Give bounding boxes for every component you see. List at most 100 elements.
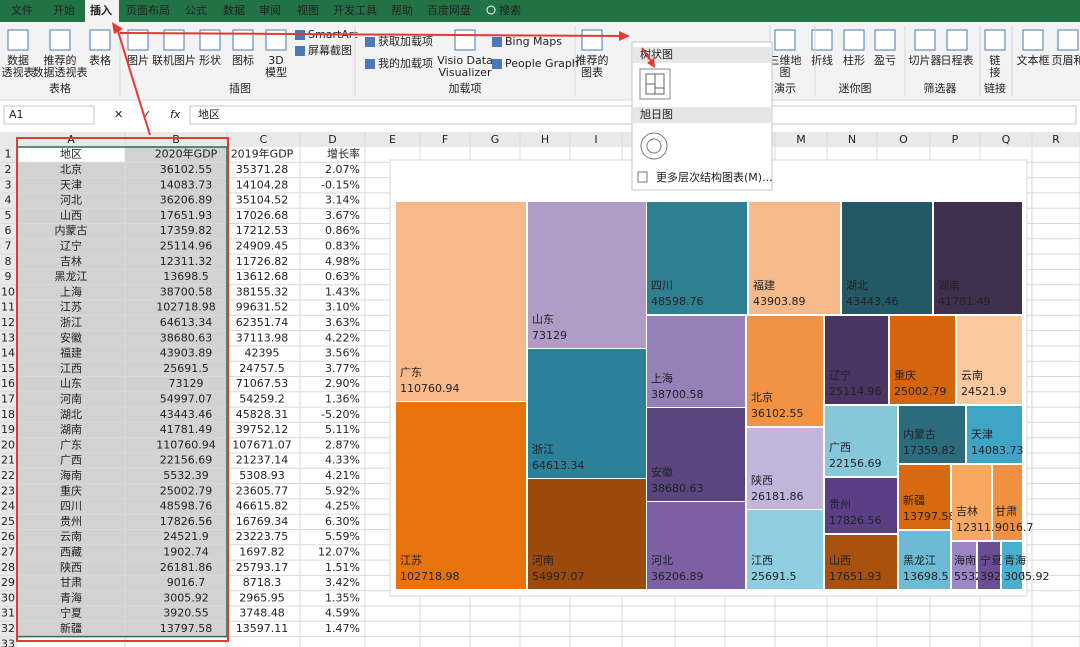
cell[interactable]: 13698.5 bbox=[163, 270, 209, 283]
cell[interactable]: 5532.39 bbox=[163, 469, 209, 482]
cell[interactable]: 48598.76 bbox=[160, 500, 213, 513]
cell[interactable]: 广西 bbox=[60, 454, 82, 467]
ribbon-icon-small[interactable] bbox=[295, 46, 305, 56]
cell[interactable]: 102718.98 bbox=[156, 301, 216, 314]
ribbon-button-label[interactable]: 日程表 bbox=[941, 53, 974, 67]
ribbon-icon-small[interactable] bbox=[492, 59, 502, 69]
cell[interactable]: 陕西 bbox=[60, 560, 82, 574]
cell[interactable]: 14083.73 bbox=[160, 178, 213, 191]
cell[interactable]: 24521.9 bbox=[163, 530, 209, 543]
ribbon-icon-small[interactable] bbox=[492, 37, 502, 47]
cell[interactable]: 45828.31 bbox=[236, 408, 289, 421]
cell[interactable]: 25002.79 bbox=[160, 484, 213, 497]
ribbon-button-label[interactable]: 切片器 bbox=[909, 54, 942, 67]
cell[interactable]: 广东 bbox=[60, 438, 82, 451]
cell[interactable]: 辽宁 bbox=[60, 238, 82, 252]
cell[interactable]: 25114.96 bbox=[160, 239, 213, 252]
cell[interactable]: 24909.45 bbox=[236, 239, 289, 252]
ribbon-icon-small[interactable] bbox=[365, 59, 375, 69]
cell[interactable]: -0.15% bbox=[321, 178, 360, 191]
cell[interactable]: 山东 bbox=[60, 377, 82, 390]
ribbon-icon[interactable] bbox=[8, 30, 28, 50]
cell[interactable]: 重庆 bbox=[60, 483, 82, 497]
cell[interactable]: 河北 bbox=[60, 194, 82, 207]
cell[interactable]: 3.63% bbox=[325, 316, 360, 329]
ribbon-tab[interactable]: 视图 bbox=[297, 3, 319, 17]
cell[interactable]: 1.43% bbox=[325, 285, 360, 298]
ribbon-icon[interactable] bbox=[844, 30, 864, 50]
cell[interactable]: 江西 bbox=[60, 362, 82, 375]
ribbon-button-label[interactable]: 图 bbox=[780, 66, 791, 79]
cell[interactable]: -5.20% bbox=[321, 408, 360, 421]
cell[interactable]: 6.30% bbox=[325, 515, 360, 528]
cell[interactable]: 西藏 bbox=[60, 545, 82, 558]
ribbon-icon-small[interactable] bbox=[365, 37, 375, 47]
ribbon-button-label[interactable]: 接 bbox=[990, 66, 1001, 79]
cell[interactable]: 22156.69 bbox=[160, 454, 213, 467]
cell[interactable]: 0.83% bbox=[325, 239, 360, 252]
cell[interactable]: 13597.11 bbox=[236, 622, 289, 635]
cell[interactable]: 11726.82 bbox=[236, 255, 289, 268]
cell[interactable]: 天津 bbox=[60, 178, 82, 191]
ribbon-button-label[interactable]: 我的加载项 bbox=[378, 56, 433, 70]
cell[interactable]: 24757.5 bbox=[239, 362, 285, 375]
cell[interactable]: 江苏 bbox=[60, 301, 82, 314]
ribbon-icon[interactable] bbox=[455, 30, 475, 50]
cell[interactable]: 37113.98 bbox=[236, 331, 289, 344]
cell[interactable]: 1902.74 bbox=[163, 545, 209, 558]
ribbon-icon[interactable] bbox=[985, 30, 1005, 50]
ribbon-button-label[interactable]: People Graph bbox=[505, 57, 579, 70]
cell[interactable]: 64613.34 bbox=[160, 316, 213, 329]
cell[interactable]: 2020年GDP bbox=[155, 147, 218, 161]
cell[interactable]: 54997.07 bbox=[160, 392, 213, 405]
ribbon-tab[interactable]: 文件 bbox=[11, 3, 33, 17]
cell[interactable]: 99631.52 bbox=[236, 301, 289, 314]
ribbon-button-label[interactable]: 获取加载项 bbox=[378, 35, 433, 48]
cell[interactable]: 13797.58 bbox=[160, 622, 213, 635]
cell[interactable]: 5.11% bbox=[325, 423, 360, 436]
ribbon-icon[interactable] bbox=[1023, 30, 1043, 50]
cell[interactable]: 26181.86 bbox=[160, 561, 213, 574]
cell[interactable]: 110760.94 bbox=[156, 438, 216, 451]
ribbon-button-label[interactable]: 数据 bbox=[7, 53, 29, 67]
ribbon-tab[interactable]: 页面布局 bbox=[126, 4, 170, 17]
ribbon-button-label[interactable]: 图片 bbox=[127, 54, 149, 67]
cell[interactable]: 3748.48 bbox=[239, 607, 285, 620]
cell[interactable]: 71067.53 bbox=[236, 377, 289, 390]
cell[interactable]: 17212.53 bbox=[236, 224, 289, 237]
ribbon-tab[interactable]: 审阅 bbox=[259, 3, 281, 17]
ribbon-icon[interactable] bbox=[875, 30, 895, 50]
ribbon-button-label[interactable]: 推荐的 bbox=[44, 53, 77, 67]
cell[interactable]: 12311.32 bbox=[160, 255, 213, 268]
cell[interactable]: 3920.55 bbox=[163, 607, 209, 620]
cell[interactable]: 5308.93 bbox=[239, 469, 285, 482]
cell[interactable]: 25691.5 bbox=[163, 362, 209, 375]
ribbon-button-label[interactable]: 屏幕截图 bbox=[308, 43, 352, 57]
ribbon-tab[interactable]: 百度网盘 bbox=[427, 3, 471, 17]
ribbon-button-label[interactable]: 模型 bbox=[265, 65, 287, 79]
ribbon-button-label[interactable]: Bing Maps bbox=[505, 35, 562, 48]
cell[interactable]: 73129 bbox=[169, 377, 204, 390]
cell[interactable]: 甘肃 bbox=[60, 576, 82, 589]
cell[interactable]: 46615.82 bbox=[236, 500, 289, 513]
ribbon-tab[interactable]: 帮助 bbox=[391, 3, 413, 17]
cell[interactable]: 贵州 bbox=[60, 515, 82, 528]
cell[interactable]: 16769.34 bbox=[236, 515, 289, 528]
cell[interactable]: 1.51% bbox=[325, 561, 360, 574]
ribbon-icon[interactable] bbox=[915, 30, 935, 50]
cell[interactable]: 23223.75 bbox=[236, 530, 289, 543]
cell[interactable]: 上海 bbox=[60, 284, 82, 298]
cell[interactable]: 36206.89 bbox=[160, 194, 213, 207]
cell[interactable]: 青海 bbox=[60, 590, 82, 604]
cell[interactable]: 3.56% bbox=[325, 347, 360, 360]
treemap-tile[interactable] bbox=[528, 202, 646, 348]
cell[interactable]: 湖北 bbox=[60, 408, 82, 421]
cell[interactable]: 3.42% bbox=[325, 576, 360, 589]
cell[interactable]: 地区 bbox=[60, 148, 82, 161]
cell[interactable]: 12.07% bbox=[318, 545, 360, 558]
cell[interactable]: 21237.14 bbox=[236, 454, 289, 467]
cell[interactable]: 浙江 bbox=[60, 316, 82, 329]
cell[interactable]: 4.25% bbox=[325, 500, 360, 513]
cell[interactable]: 3.77% bbox=[325, 362, 360, 375]
ribbon-button-label[interactable]: 柱形 bbox=[843, 53, 865, 67]
